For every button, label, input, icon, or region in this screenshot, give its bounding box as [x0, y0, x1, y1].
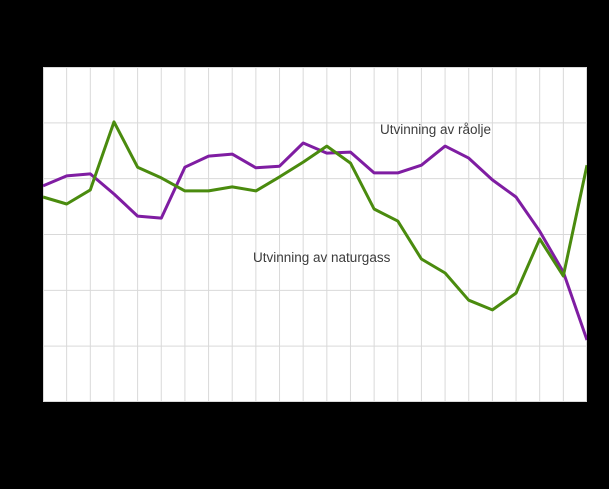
line-chart	[43, 67, 587, 402]
naturgass-series-label: Utvinning av naturgass	[253, 250, 391, 265]
raolje-series-label: Utvinning av råolje	[380, 122, 492, 137]
plot-area: Utvinning av råolje Utvinning av naturga…	[43, 67, 587, 402]
